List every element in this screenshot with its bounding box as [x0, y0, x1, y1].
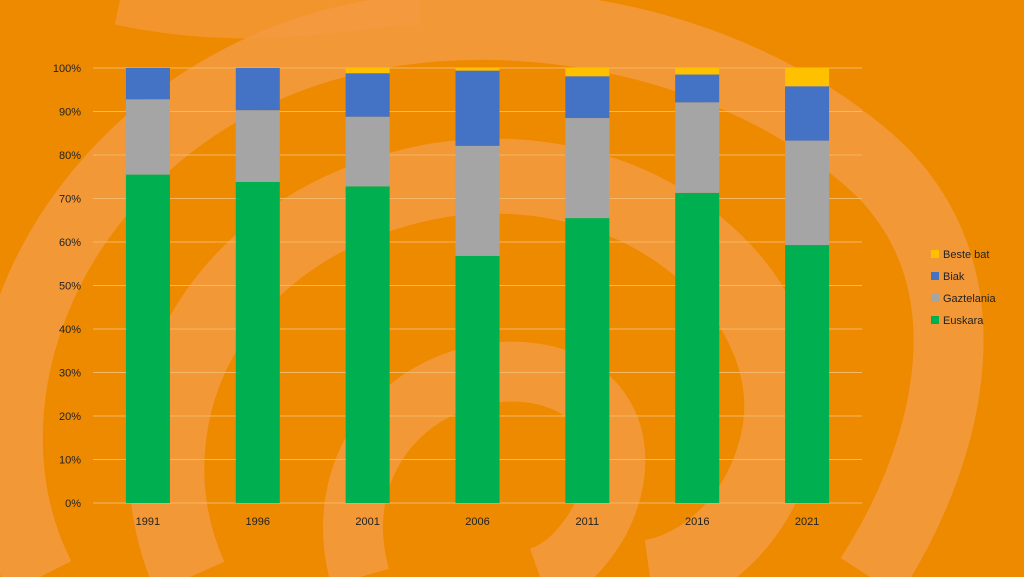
bar-segment-biak-2001 [345, 73, 390, 117]
bar-segment-gaztelania-2016 [675, 102, 720, 193]
x-tick-label: 2021 [795, 516, 819, 528]
y-tick-label: 70% [59, 194, 81, 206]
x-tick-label: 1991 [136, 516, 160, 528]
y-tick-label: 40% [59, 324, 81, 336]
legend-label: Biak [943, 271, 965, 283]
bar-segment-gaztelania-2011 [565, 118, 610, 219]
bar-segment-euskara-2011 [565, 218, 610, 503]
legend-swatch [931, 272, 939, 280]
bar-segment-euskara-2001 [345, 186, 390, 503]
bar-segment-biak-2016 [675, 74, 720, 103]
bar-segment-biak-1996 [235, 68, 280, 111]
bars [125, 68, 830, 504]
bar-segment-euskara-1996 [235, 181, 280, 503]
x-axis-tick-labels: 1991 1996 2001 2006 2011 2016 2021 [136, 516, 820, 528]
bar-segment-euskara-2006 [455, 255, 500, 503]
bar-segment-gaztelania-2021 [785, 140, 830, 246]
y-axis-tick-labels: 0% 10% 20% 30% 40% 50% 60% 70% 80% 90% 100% [53, 63, 81, 510]
bar-segment-gaztelania-2006 [455, 145, 500, 256]
legend-label: Euskara [943, 315, 984, 327]
bar-segment-gaztelania-1991 [125, 99, 170, 175]
bar-segment-gaztelania-2001 [345, 116, 390, 187]
bar-segment-beste-bat-2001 [345, 68, 390, 74]
y-tick-label: 50% [59, 281, 81, 293]
x-tick-label: 2006 [465, 516, 489, 528]
legend-swatch [931, 294, 939, 302]
bar-segment-euskara-2016 [675, 192, 720, 503]
y-tick-label: 60% [59, 237, 81, 249]
legend-swatch [931, 250, 939, 258]
y-tick-label: 0% [65, 498, 81, 510]
bar-segment-gaztelania-1996 [235, 110, 280, 182]
x-tick-label: 2016 [685, 516, 709, 528]
bar-segment-beste-bat-2016 [675, 68, 720, 75]
bar-segment-biak-2011 [565, 76, 610, 119]
y-tick-label: 80% [59, 150, 81, 162]
y-tick-label: 10% [59, 455, 81, 467]
legend-label: Gaztelania [943, 293, 996, 305]
x-tick-label: 2011 [576, 516, 600, 528]
legend-label: Beste bat [943, 249, 989, 261]
bar-segment-beste-bat-2006 [455, 68, 500, 71]
bar-segment-euskara-1991 [125, 174, 170, 503]
y-tick-label: 90% [59, 107, 81, 119]
bar-segment-beste-bat-2011 [565, 68, 610, 77]
bar-segment-euskara-2021 [785, 245, 830, 504]
bar-segment-biak-2021 [785, 86, 830, 141]
bar-segment-biak-2006 [455, 70, 500, 146]
x-tick-label: 1996 [246, 516, 270, 528]
x-tick-label: 2001 [355, 516, 379, 528]
y-tick-label: 30% [59, 368, 81, 380]
legend-swatch [931, 316, 939, 324]
y-tick-label: 20% [59, 411, 81, 423]
bar-segment-biak-1991 [125, 68, 170, 100]
legend: Beste bat Biak Gaztelania Euskara [931, 249, 996, 327]
y-tick-label: 100% [53, 63, 81, 75]
bar-segment-beste-bat-2021 [785, 68, 830, 87]
